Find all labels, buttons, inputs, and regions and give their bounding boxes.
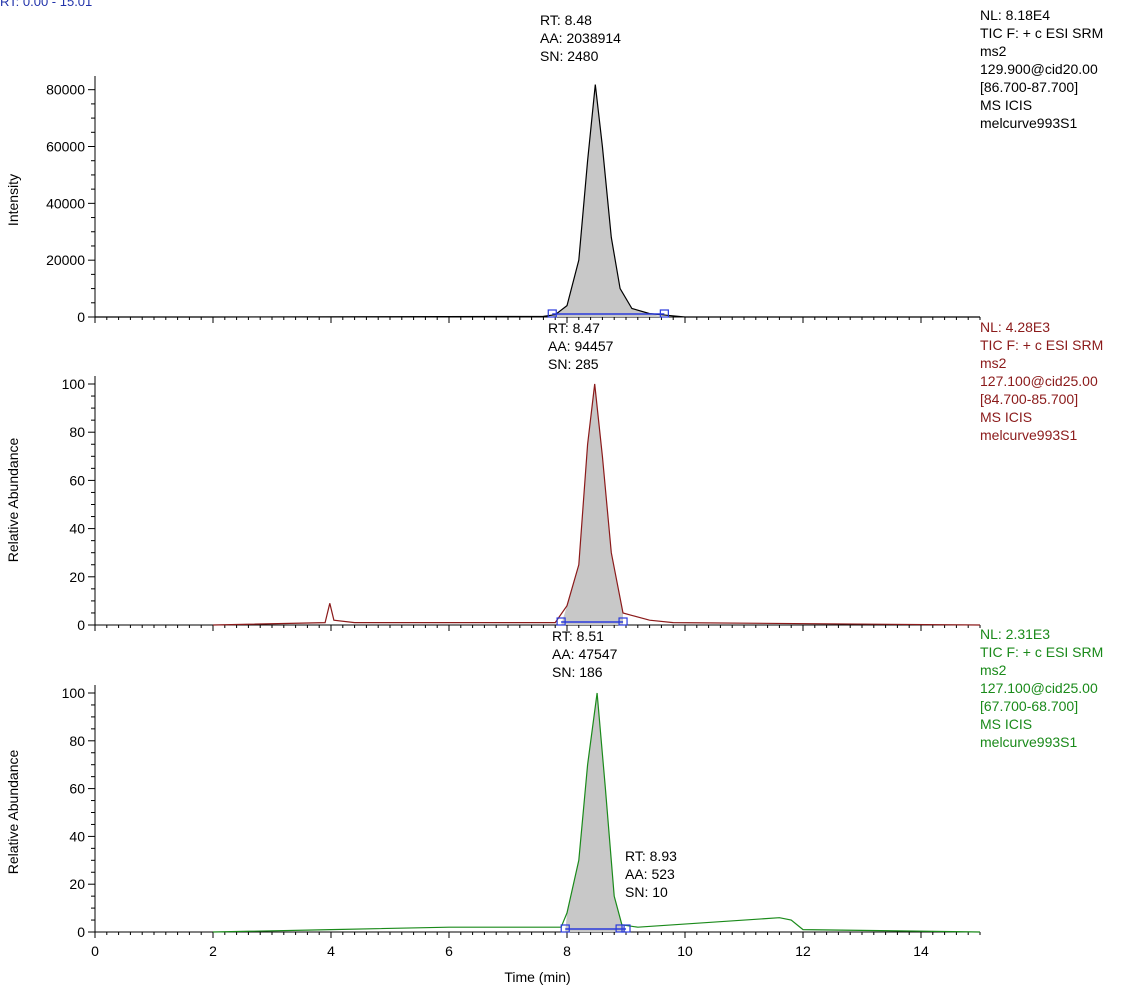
panel-3-product-range: [67.700-68.700] xyxy=(980,698,1079,714)
panel-2-nl: NL: 4.28E3 xyxy=(980,319,1051,335)
panel-3-nl: NL: 2.31E3 xyxy=(980,626,1051,642)
panel-1-ms-level: ms2 xyxy=(980,43,1007,59)
panel-3-scan-filter: TIC F: + c ESI SRM xyxy=(980,644,1104,660)
panel-3-y-axis-label: Relative Abundance xyxy=(5,750,21,875)
panel-3-y-tick-label: 60 xyxy=(69,781,85,797)
panel-1-product-range: [86.700-87.700] xyxy=(980,79,1079,95)
panel-1-info: NL: 8.18E4 TIC F: + c ESI SRM ms2 129.90… xyxy=(980,6,1148,132)
panel-1-y-axis-label: Intensity xyxy=(5,174,21,226)
panel-2-y-tick-label: 0 xyxy=(77,617,85,633)
panel-3-baseline-marker xyxy=(621,924,631,933)
panel-1-peak-area-label: AA: 2038914 xyxy=(540,30,621,46)
panel-2-y-tick-label: 100 xyxy=(62,376,86,392)
panel-1-precursor: 129.900@cid20.00 xyxy=(980,61,1098,77)
panel-1-peak-sn: SN: 2480 xyxy=(540,48,599,64)
panel-2-y-tick-label: 60 xyxy=(69,472,85,488)
panel-1-y-tick-label: 40000 xyxy=(46,195,85,211)
x-tick-label: 6 xyxy=(445,943,453,959)
panel-1-y-tick-label: 0 xyxy=(77,309,85,325)
panel-1-nl: NL: 8.18E4 xyxy=(980,7,1051,23)
panel-3-peak-area-label: AA: 523 xyxy=(625,866,675,882)
panel-1-peak-rt: RT: 8.48 xyxy=(540,12,592,28)
x-tick-label: 8 xyxy=(563,943,571,959)
rt-range-label: RT: 0.00 - 15.01 xyxy=(0,0,93,9)
panel-1-peak-area xyxy=(552,84,665,317)
panel-2-y-tick-label: 20 xyxy=(69,569,85,585)
panel-3-y-tick-label: 80 xyxy=(69,733,85,749)
panel-3-y-tick-label: 20 xyxy=(69,876,85,892)
panel-3-peak-area xyxy=(565,693,626,932)
panel-2-peak-area-label: AA: 94457 xyxy=(548,338,614,354)
panel-1-y-tick-label: 20000 xyxy=(46,252,85,268)
panel-2-precursor: 127.100@cid25.00 xyxy=(980,373,1098,389)
panel-2-y-tick-label: 80 xyxy=(69,424,85,440)
panel-3-peak-sn: SN: 10 xyxy=(625,884,668,900)
panel-2-baseline-marker xyxy=(556,617,566,626)
panel-2-ms-level: ms2 xyxy=(980,355,1007,371)
panel-2-y-tick-label: 40 xyxy=(69,521,85,537)
panel-3-y-tick-label: 0 xyxy=(77,924,85,940)
panel-3-info: NL: 2.31E3 TIC F: + c ESI SRM ms2 127.10… xyxy=(980,625,1148,751)
panel-2-product-range: [84.700-85.700] xyxy=(980,391,1079,407)
panel-2-y-axis-label: Relative Abundance xyxy=(5,438,21,563)
panel-1-baseline-marker xyxy=(547,309,557,318)
panel-2-integrator: MS ICIS xyxy=(980,409,1033,425)
panel-1-filename: melcurve993S1 xyxy=(980,115,1078,131)
panel-1-baseline-marker xyxy=(659,309,669,318)
panel-1-scan-filter: TIC F: + c ESI SRM xyxy=(980,25,1104,41)
x-tick-label: 4 xyxy=(327,943,335,959)
panel-3-baseline-marker xyxy=(615,924,625,933)
panel-3-filename: melcurve993S1 xyxy=(980,734,1078,750)
panel-3-peak-rt: RT: 8.93 xyxy=(625,848,677,864)
panel-3-trace xyxy=(212,692,981,933)
panel-1-integrator: MS ICIS xyxy=(980,97,1033,113)
panel-3-ms-level: ms2 xyxy=(980,662,1007,678)
panel-3-baseline-marker xyxy=(560,924,570,933)
panel-2-scan-filter: TIC F: + c ESI SRM xyxy=(980,337,1104,353)
panel-3-integrator: MS ICIS xyxy=(980,716,1033,732)
panel-2-trace xyxy=(212,383,981,626)
panel-2-peak-rt: RT: 8.47 xyxy=(548,320,600,336)
panel-3-peak-sn: SN: 186 xyxy=(552,664,603,680)
panel-1-trace xyxy=(95,84,980,318)
panel-1-y-tick-label: 60000 xyxy=(46,139,85,155)
panel-2-info: NL: 4.28E3 TIC F: + c ESI SRM ms2 127.10… xyxy=(980,318,1148,444)
x-tick-label: 12 xyxy=(795,943,811,959)
panel-2-filename: melcurve993S1 xyxy=(980,427,1078,443)
panel-2-baseline-marker xyxy=(618,617,628,626)
panel-3-y-tick-label: 100 xyxy=(62,685,86,701)
panel-3-peak-area-label: AA: 47547 xyxy=(552,646,618,662)
panel-2-peak-area xyxy=(561,384,623,625)
x-tick-label: 10 xyxy=(677,943,693,959)
x-tick-label: 0 xyxy=(91,943,99,959)
x-tick-label: 2 xyxy=(209,943,217,959)
panel-3-y-tick-label: 40 xyxy=(69,828,85,844)
panel-1-y-tick-label: 80000 xyxy=(46,82,85,98)
x-tick-label: 14 xyxy=(913,943,929,959)
x-axis-label: Time (min) xyxy=(504,969,570,985)
panel-3-precursor: 127.100@cid25.00 xyxy=(980,680,1098,696)
panel-3-peak-rt: RT: 8.51 xyxy=(552,628,604,644)
panel-2-peak-sn: SN: 285 xyxy=(548,356,599,372)
